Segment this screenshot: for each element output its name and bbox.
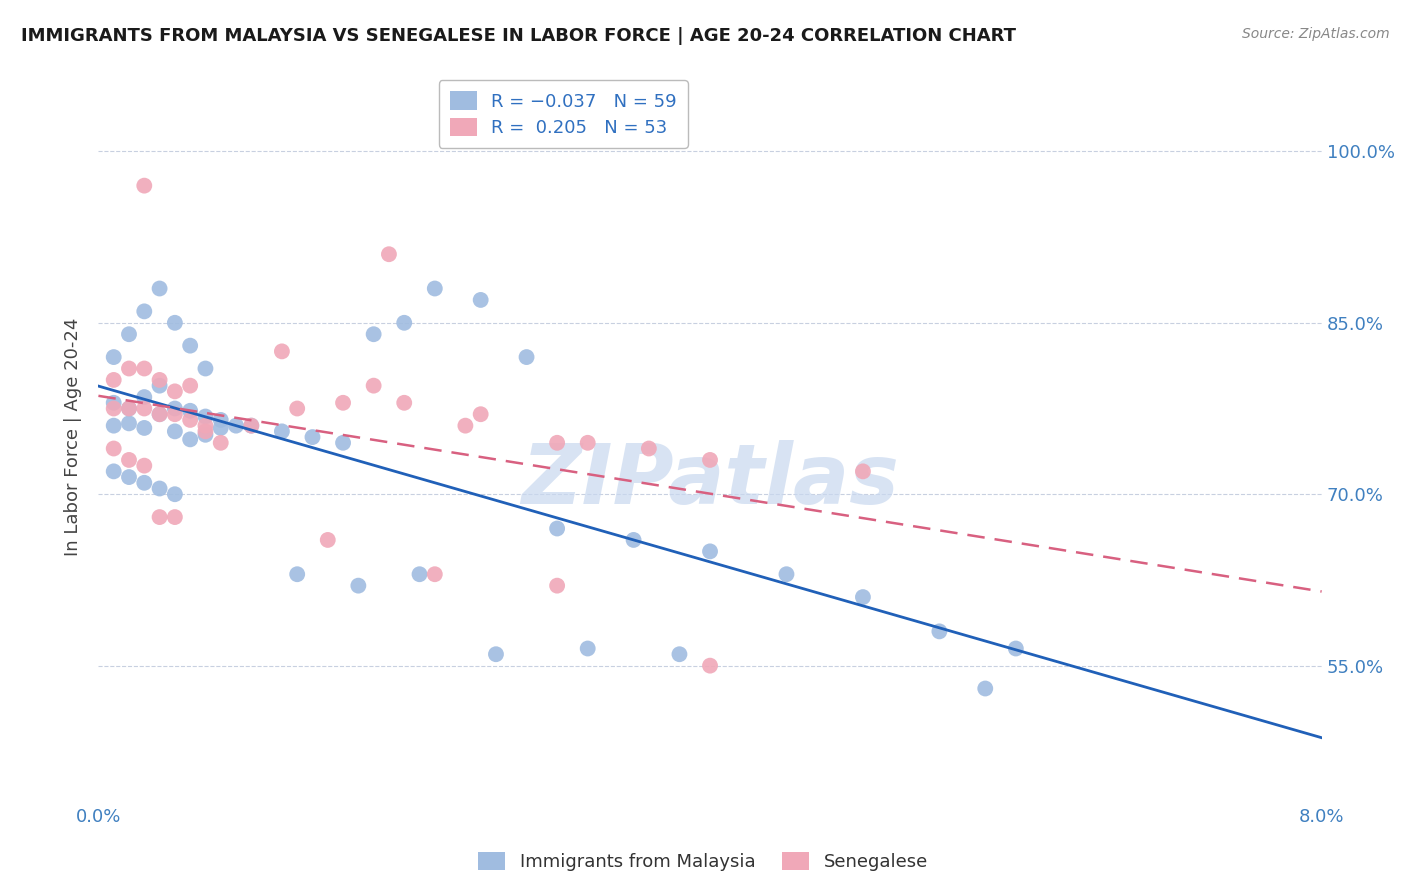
- Point: [118, 453, 141, 467]
- Point: [363, 327, 385, 342]
- Point: [134, 421, 156, 435]
- Point: [194, 418, 217, 433]
- Point: [179, 433, 201, 447]
- Point: [103, 442, 125, 456]
- Point: [546, 521, 568, 535]
- Legend: R = −0.037   N = 59, R =  0.205   N = 53: R = −0.037 N = 59, R = 0.205 N = 53: [439, 80, 688, 148]
- Point: [163, 510, 186, 524]
- Point: [134, 304, 156, 318]
- Point: [363, 378, 385, 392]
- Point: [546, 579, 568, 593]
- Point: [423, 567, 446, 582]
- Point: [103, 464, 125, 478]
- Point: [225, 418, 247, 433]
- Point: [134, 401, 156, 416]
- Point: [179, 378, 201, 392]
- Point: [134, 458, 156, 473]
- Point: [179, 413, 201, 427]
- Point: [194, 425, 217, 439]
- Point: [240, 418, 263, 433]
- Point: [637, 442, 661, 456]
- Point: [576, 641, 599, 656]
- Point: [775, 567, 797, 582]
- Point: [118, 401, 141, 416]
- Point: [516, 350, 538, 364]
- Point: [118, 401, 141, 416]
- Point: [163, 407, 186, 421]
- Point: [668, 647, 690, 661]
- Point: [103, 373, 125, 387]
- Point: [699, 658, 721, 673]
- Point: [163, 316, 186, 330]
- Point: [301, 430, 323, 444]
- Point: [103, 418, 125, 433]
- Point: [576, 435, 599, 450]
- Point: [470, 407, 492, 421]
- Point: [928, 624, 950, 639]
- Text: Source: ZipAtlas.com: Source: ZipAtlas.com: [1241, 27, 1389, 41]
- Point: [103, 396, 125, 410]
- Point: [149, 378, 172, 392]
- Point: [209, 413, 232, 427]
- Point: [118, 417, 141, 431]
- Point: [209, 435, 232, 450]
- Point: [285, 401, 308, 416]
- Point: [285, 567, 308, 582]
- Point: [209, 421, 232, 435]
- Text: ZIPatlas: ZIPatlas: [522, 441, 898, 522]
- Point: [378, 247, 401, 261]
- Point: [103, 350, 125, 364]
- Point: [332, 396, 354, 410]
- Y-axis label: In Labor Force | Age 20-24: In Labor Force | Age 20-24: [65, 318, 83, 557]
- Point: [163, 384, 186, 399]
- Point: [392, 396, 416, 410]
- Point: [194, 361, 217, 376]
- Point: [240, 418, 263, 433]
- Point: [118, 470, 141, 484]
- Point: [699, 453, 721, 467]
- Point: [546, 435, 568, 450]
- Point: [118, 361, 141, 376]
- Point: [347, 579, 370, 593]
- Point: [134, 475, 156, 490]
- Point: [194, 409, 217, 424]
- Point: [149, 510, 172, 524]
- Point: [470, 293, 492, 307]
- Point: [149, 373, 172, 387]
- Point: [118, 327, 141, 342]
- Legend: Immigrants from Malaysia, Senegalese: Immigrants from Malaysia, Senegalese: [471, 845, 935, 879]
- Point: [134, 178, 156, 193]
- Point: [163, 425, 186, 439]
- Point: [408, 567, 430, 582]
- Point: [454, 418, 477, 433]
- Point: [163, 487, 186, 501]
- Point: [332, 435, 354, 450]
- Point: [1004, 641, 1026, 656]
- Point: [623, 533, 645, 547]
- Point: [149, 407, 172, 421]
- Point: [134, 390, 156, 404]
- Point: [270, 425, 294, 439]
- Point: [392, 316, 416, 330]
- Point: [974, 681, 997, 696]
- Point: [423, 281, 446, 295]
- Point: [852, 464, 875, 478]
- Point: [149, 407, 172, 421]
- Text: IMMIGRANTS FROM MALAYSIA VS SENEGALESE IN LABOR FORCE | AGE 20-24 CORRELATION CH: IMMIGRANTS FROM MALAYSIA VS SENEGALESE I…: [21, 27, 1017, 45]
- Point: [149, 281, 172, 295]
- Point: [134, 361, 156, 376]
- Point: [485, 647, 508, 661]
- Point: [699, 544, 721, 558]
- Point: [149, 482, 172, 496]
- Point: [194, 427, 217, 442]
- Point: [316, 533, 339, 547]
- Point: [163, 401, 186, 416]
- Point: [103, 401, 125, 416]
- Point: [270, 344, 294, 359]
- Point: [179, 404, 201, 418]
- Point: [852, 590, 875, 604]
- Point: [179, 339, 201, 353]
